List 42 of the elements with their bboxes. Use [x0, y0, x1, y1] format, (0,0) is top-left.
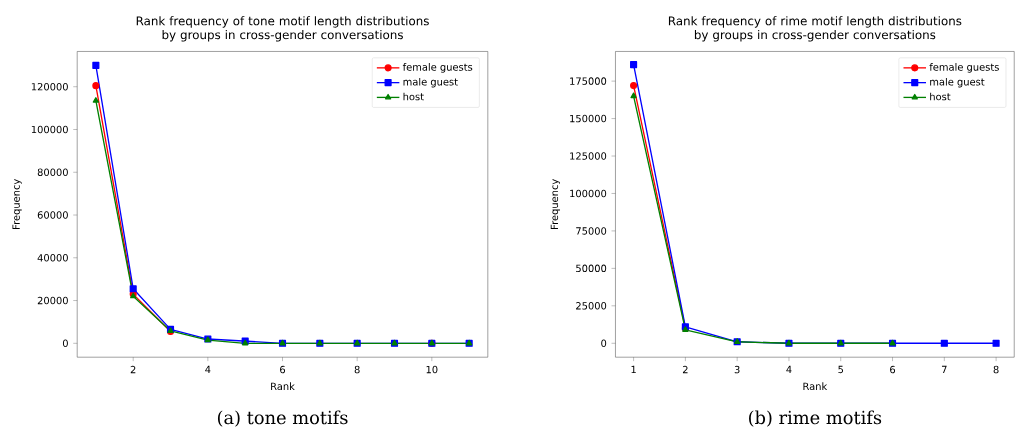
y-tick-label: 50000	[576, 264, 607, 272]
x-tick-label: 7	[941, 365, 947, 373]
x-tick-label: 8	[993, 365, 999, 374]
x-tick-label: 6	[280, 365, 286, 374]
y-tick-label: 60000	[37, 211, 68, 219]
x-tick-label: 3	[734, 365, 740, 374]
x-tick-label: 1	[631, 365, 636, 373]
x-tick-label: 10	[426, 365, 438, 374]
text: (a) tone motifs	[217, 410, 348, 427]
legend-label: female guests	[402, 62, 473, 73]
text: (b) rime motifs	[749, 410, 882, 427]
y-tick-label: 0	[601, 339, 607, 347]
y-tick-label: 100000	[570, 189, 607, 198]
y-tick-label: 100000	[31, 125, 68, 134]
y-axis-title: Frequency	[550, 178, 561, 229]
legend-label: host	[403, 92, 424, 101]
y-tick-label: 175000	[570, 77, 607, 85]
x-axis-title: Rank	[271, 382, 295, 390]
x-tick-label: 2	[130, 365, 136, 374]
x-axis-title: Rank	[803, 382, 828, 390]
x-tick-label: 8	[354, 365, 360, 374]
y-tick-label: 75000	[576, 227, 607, 235]
x-tick-label: 4	[786, 365, 792, 373]
chart-title: Rank frequency of rime motif length distributions by groups in cross-gender conversations	[668, 16, 962, 42]
y-tick-label: 40000	[37, 253, 68, 262]
x-tick-label: 4	[205, 365, 211, 373]
legend-label: male guest	[403, 77, 458, 88]
y-tick-label: 125000	[570, 152, 607, 160]
y-tick-label: 0	[62, 339, 68, 347]
x-tick-label: 2	[682, 365, 688, 374]
legend-label: female guests	[929, 62, 999, 73]
y-tick-label: 80000	[37, 168, 68, 176]
legend-label: host	[930, 92, 951, 101]
y-tick-label: 20000	[37, 296, 68, 305]
chart-title: Rank frequency of tone motif length distributions by groups in cross-gender conversations	[136, 16, 429, 42]
y-tick-label: 120000	[31, 82, 68, 91]
legend-label: male guest	[930, 77, 985, 88]
y-tick-label: 25000	[576, 301, 607, 310]
y-tick-label: 150000	[570, 114, 607, 123]
x-tick-label: 5	[838, 365, 844, 374]
y-axis-title: Frequency	[12, 178, 22, 229]
x-tick-label: 6	[890, 365, 896, 374]
